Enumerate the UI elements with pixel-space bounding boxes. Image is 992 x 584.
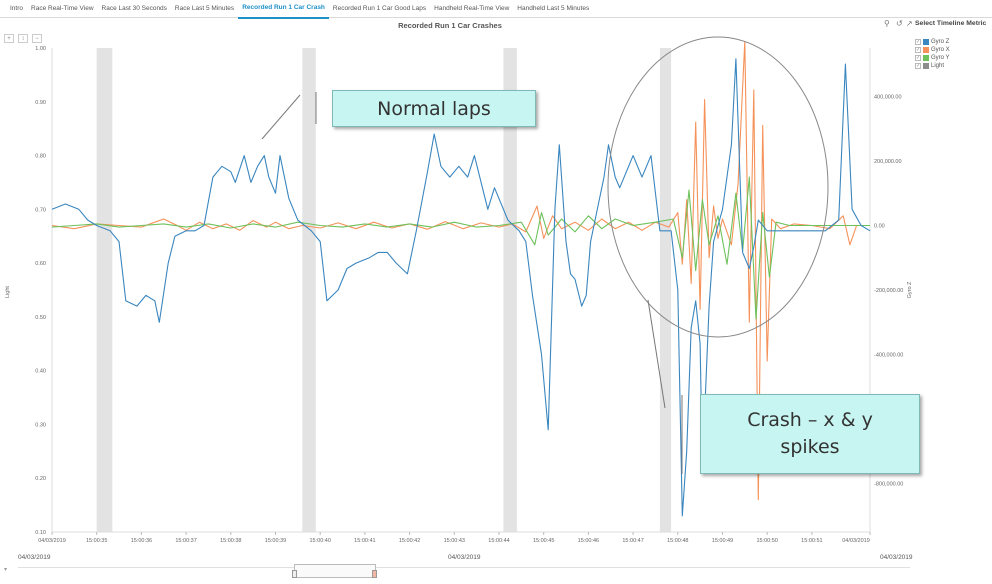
- tab-race-real-time-view[interactable]: Race Real-Time View: [31, 4, 94, 12]
- shaded-lap-region: [659, 48, 672, 532]
- right-axis-label: Gyro Z: [907, 281, 913, 298]
- chart-title: Recorded Run 1 Car Crashes: [398, 21, 502, 30]
- checkbox-icon[interactable]: ✓: [915, 47, 921, 53]
- legend-label: Gyro Z: [931, 39, 950, 45]
- legend-label: Light: [931, 63, 945, 69]
- x-tick-label: 15:00:48: [667, 538, 688, 544]
- x-tick-label: 15:00:38: [220, 538, 241, 544]
- right-tick-label: -400,000.00: [874, 353, 903, 359]
- legend-item-gyro-x[interactable]: ✓ Gyro X: [915, 46, 950, 54]
- left-tick-label: 0.30: [35, 422, 46, 428]
- legend-item-light[interactable]: ✓ Light: [915, 62, 950, 70]
- x-tick-label: 15:00:50: [756, 538, 777, 544]
- range-handle-right[interactable]: [372, 570, 377, 578]
- left-tick-label: 0.80: [35, 154, 46, 160]
- x-tick-label: 15:00:35: [86, 538, 107, 544]
- left-tick-label: 0.20: [35, 476, 46, 482]
- timeline-scrollbar[interactable]: [18, 567, 910, 579]
- x-tick-label: 15:00:37: [175, 538, 196, 544]
- zoom-out-button[interactable]: −: [32, 34, 42, 43]
- x-tick-label: 15:00:44: [488, 538, 509, 544]
- zoom-in-button[interactable]: +: [4, 34, 14, 43]
- legend-swatch: [923, 47, 929, 53]
- x-tick-label: 15:00:51: [801, 538, 822, 544]
- tab-recorded-run-1-car-good-laps[interactable]: Recorded Run 1 Car Good Laps: [332, 4, 427, 12]
- x-tick-label: 15:00:42: [399, 538, 420, 544]
- x-tick-label: 15:00:46: [578, 538, 599, 544]
- tab-intro[interactable]: Intro: [10, 4, 24, 12]
- tab-race-last-5-minutes[interactable]: Race Last 5 Minutes: [174, 4, 235, 12]
- tab-recorded-run-1-car-crash[interactable]: Recorded Run 1 Car Crash: [238, 0, 329, 19]
- timeline-start-date: 04/03/2019: [18, 554, 51, 561]
- callout-normal-laps: Normal laps: [332, 90, 536, 127]
- left-tick-label: 0.50: [35, 315, 46, 321]
- x-tick-label: 15:00:43: [444, 538, 465, 544]
- checkbox-icon[interactable]: ✓: [915, 63, 921, 69]
- right-tick-label: 400,000.00: [874, 94, 902, 100]
- x-tick-label: 15:00:45: [533, 538, 554, 544]
- legend-label: Gyro X: [931, 47, 950, 53]
- tab-race-last-30-seconds[interactable]: Race Last 30 Seconds: [101, 4, 167, 12]
- timeline-end-date: 04/03/2019: [880, 554, 913, 561]
- x-tick-label: 15:00:36: [131, 538, 152, 544]
- checkbox-icon[interactable]: ✓: [915, 55, 921, 61]
- left-tick-label: 0.90: [35, 100, 46, 106]
- shaded-lap-region: [302, 48, 316, 532]
- x-tick-label: 15:00:49: [712, 538, 733, 544]
- right-tick-label: 0.00: [874, 223, 885, 229]
- x-tick-label: 04/03/2019: [842, 538, 870, 544]
- range-handle-left[interactable]: [292, 570, 297, 578]
- search-icon[interactable]: ⚲: [884, 19, 890, 28]
- series-line-gyro-y: [51, 176, 870, 320]
- timeline-center-date: 04/03/2019: [448, 554, 481, 561]
- left-tick-label: 0.40: [35, 369, 46, 375]
- export-icon[interactable]: ↗: [906, 19, 913, 28]
- legend-swatch: [923, 55, 929, 61]
- chevron-down-icon[interactable]: ▾: [4, 567, 8, 573]
- legend-swatch: [923, 63, 929, 69]
- legend-swatch: [923, 39, 929, 45]
- tab-handheld-last-5-minutes[interactable]: Handheld Last 5 Minutes: [517, 4, 590, 12]
- normal-callout-pointer: [261, 94, 301, 140]
- undo-icon[interactable]: ↺: [896, 19, 903, 28]
- left-tick-label: 0.70: [35, 207, 46, 213]
- x-tick-label: 04/03/2019: [38, 538, 66, 544]
- x-tick-label: 15:00:41: [354, 538, 375, 544]
- shaded-lap-region: [96, 48, 113, 532]
- right-tick-label: 200,000.00: [874, 159, 902, 165]
- legend: ✓ Gyro Z ✓ Gyro X ✓ Gyro Y ✓ Light: [915, 38, 950, 70]
- x-tick-label: 15:00:40: [309, 538, 330, 544]
- crash-highlight-ellipse: [607, 36, 829, 338]
- legend-item-gyro-z[interactable]: ✓ Gyro Z: [915, 38, 950, 46]
- checkbox-icon[interactable]: ✓: [915, 39, 921, 45]
- left-tick-label: 0.10: [35, 530, 46, 536]
- left-axis-label: Light: [5, 286, 11, 298]
- timeline-range-window[interactable]: [294, 564, 376, 578]
- x-tick-label: 15:00:39: [265, 538, 286, 544]
- right-tick-label: -800,000.00: [874, 482, 903, 488]
- x-tick-label: 15:00:47: [622, 538, 643, 544]
- tab-bar: Intro Race Real-Time View Race Last 30 Sec…: [0, 0, 992, 19]
- right-tick-label: -200,000.00: [874, 288, 903, 294]
- metric-selector-title: Select Timeline Metric: [915, 20, 987, 27]
- crash-callout-pointer: [647, 299, 666, 409]
- tab-handheld-real-time-view[interactable]: Handheld Real-Time View: [434, 4, 510, 12]
- legend-label: Gyro Y: [931, 55, 950, 61]
- callout-crash: Crash – x & y spikes: [700, 394, 920, 474]
- zoom-reset-button[interactable]: ↕: [18, 34, 28, 43]
- left-tick-label: 0.60: [35, 261, 46, 267]
- legend-item-gyro-y[interactable]: ✓ Gyro Y: [915, 54, 950, 62]
- left-tick-label: 1.00: [35, 46, 46, 52]
